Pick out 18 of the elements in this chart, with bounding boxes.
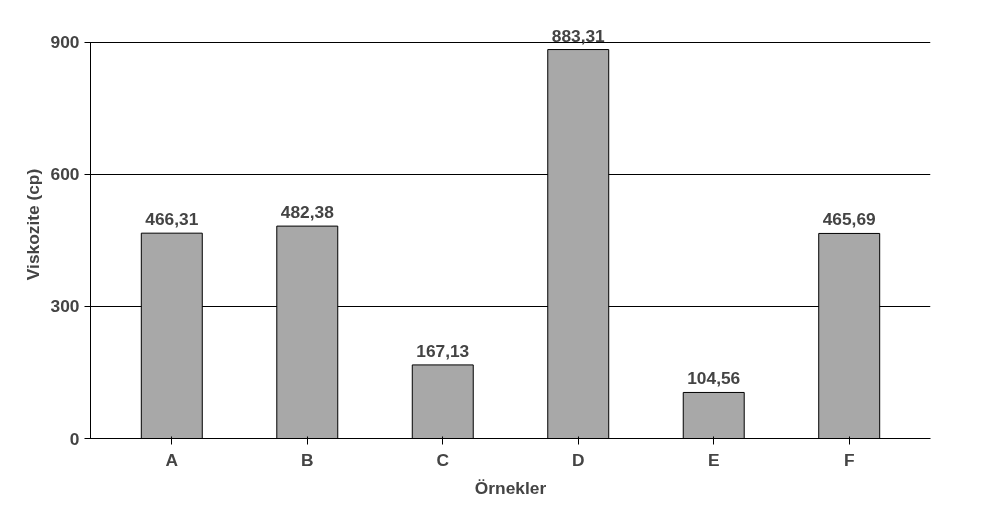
y-tick-label: 300 <box>50 296 80 317</box>
y-tick-label: 600 <box>50 164 80 185</box>
data-label: 167,13 <box>416 340 470 361</box>
data-label: 104,56 <box>687 368 741 389</box>
data-label: 465,69 <box>822 209 876 230</box>
x-tick-label: D <box>571 449 585 470</box>
x-tick-label: B <box>301 449 314 470</box>
y-tick-label: 0 <box>69 428 80 449</box>
x-axis-title: Örnekler <box>474 477 547 498</box>
data-label: 466,31 <box>145 209 199 230</box>
y-axis-title: Viskozite (cp) <box>22 168 43 281</box>
x-tick-label: E <box>707 449 720 470</box>
x-tick-label: F <box>843 449 855 470</box>
x-tick-label: C <box>436 449 450 470</box>
y-tick-label: 900 <box>50 32 80 53</box>
data-label: 482,38 <box>280 202 335 223</box>
x-tick-label: A <box>165 449 179 470</box>
data-label: 883,31 <box>551 25 606 46</box>
